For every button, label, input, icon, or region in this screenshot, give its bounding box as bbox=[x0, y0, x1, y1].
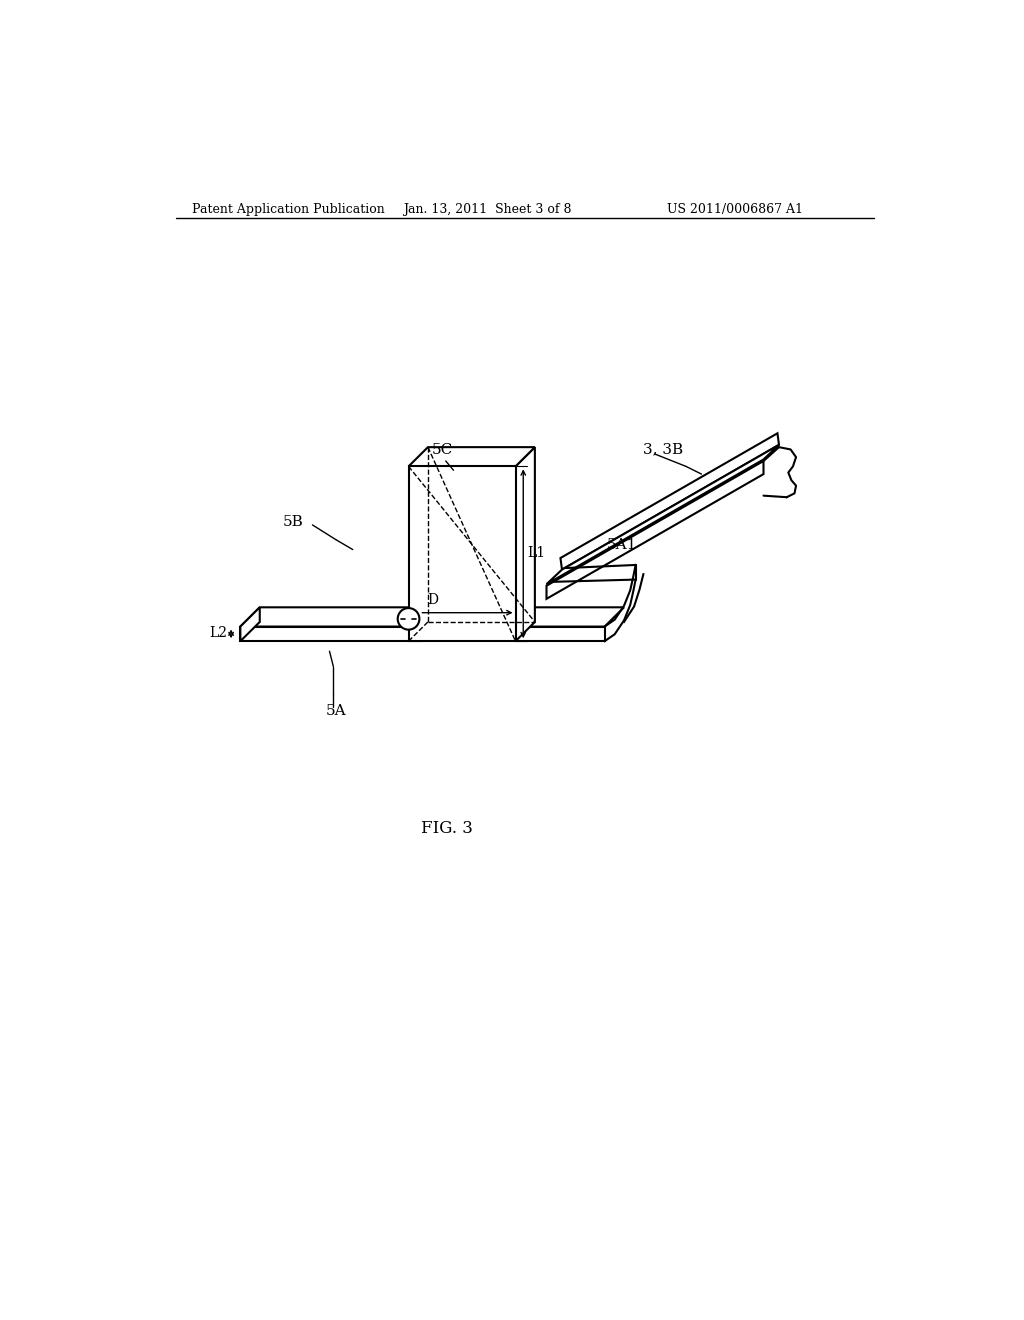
Text: D: D bbox=[427, 593, 438, 607]
Text: L1: L1 bbox=[527, 546, 545, 561]
Text: 3, 3B: 3, 3B bbox=[643, 442, 683, 457]
Polygon shape bbox=[560, 433, 779, 570]
Polygon shape bbox=[547, 447, 779, 586]
Polygon shape bbox=[241, 607, 440, 627]
Polygon shape bbox=[409, 447, 535, 466]
Polygon shape bbox=[515, 627, 604, 642]
Text: Jan. 13, 2011  Sheet 3 of 8: Jan. 13, 2011 Sheet 3 of 8 bbox=[403, 203, 571, 216]
Polygon shape bbox=[515, 607, 624, 627]
Circle shape bbox=[397, 609, 420, 630]
Polygon shape bbox=[241, 627, 421, 642]
Text: 5B: 5B bbox=[283, 515, 304, 529]
Text: FIG. 3: FIG. 3 bbox=[421, 820, 473, 837]
Text: L2: L2 bbox=[209, 627, 227, 640]
Polygon shape bbox=[409, 466, 515, 642]
Polygon shape bbox=[515, 447, 535, 642]
Text: 5C: 5C bbox=[432, 444, 453, 457]
Polygon shape bbox=[547, 445, 779, 585]
Text: 5A1: 5A1 bbox=[607, 539, 637, 552]
Text: 5A: 5A bbox=[326, 705, 346, 718]
Polygon shape bbox=[241, 607, 260, 642]
Text: US 2011/0006867 A1: US 2011/0006867 A1 bbox=[667, 203, 803, 216]
Polygon shape bbox=[547, 461, 764, 599]
Text: Patent Application Publication: Patent Application Publication bbox=[191, 203, 384, 216]
